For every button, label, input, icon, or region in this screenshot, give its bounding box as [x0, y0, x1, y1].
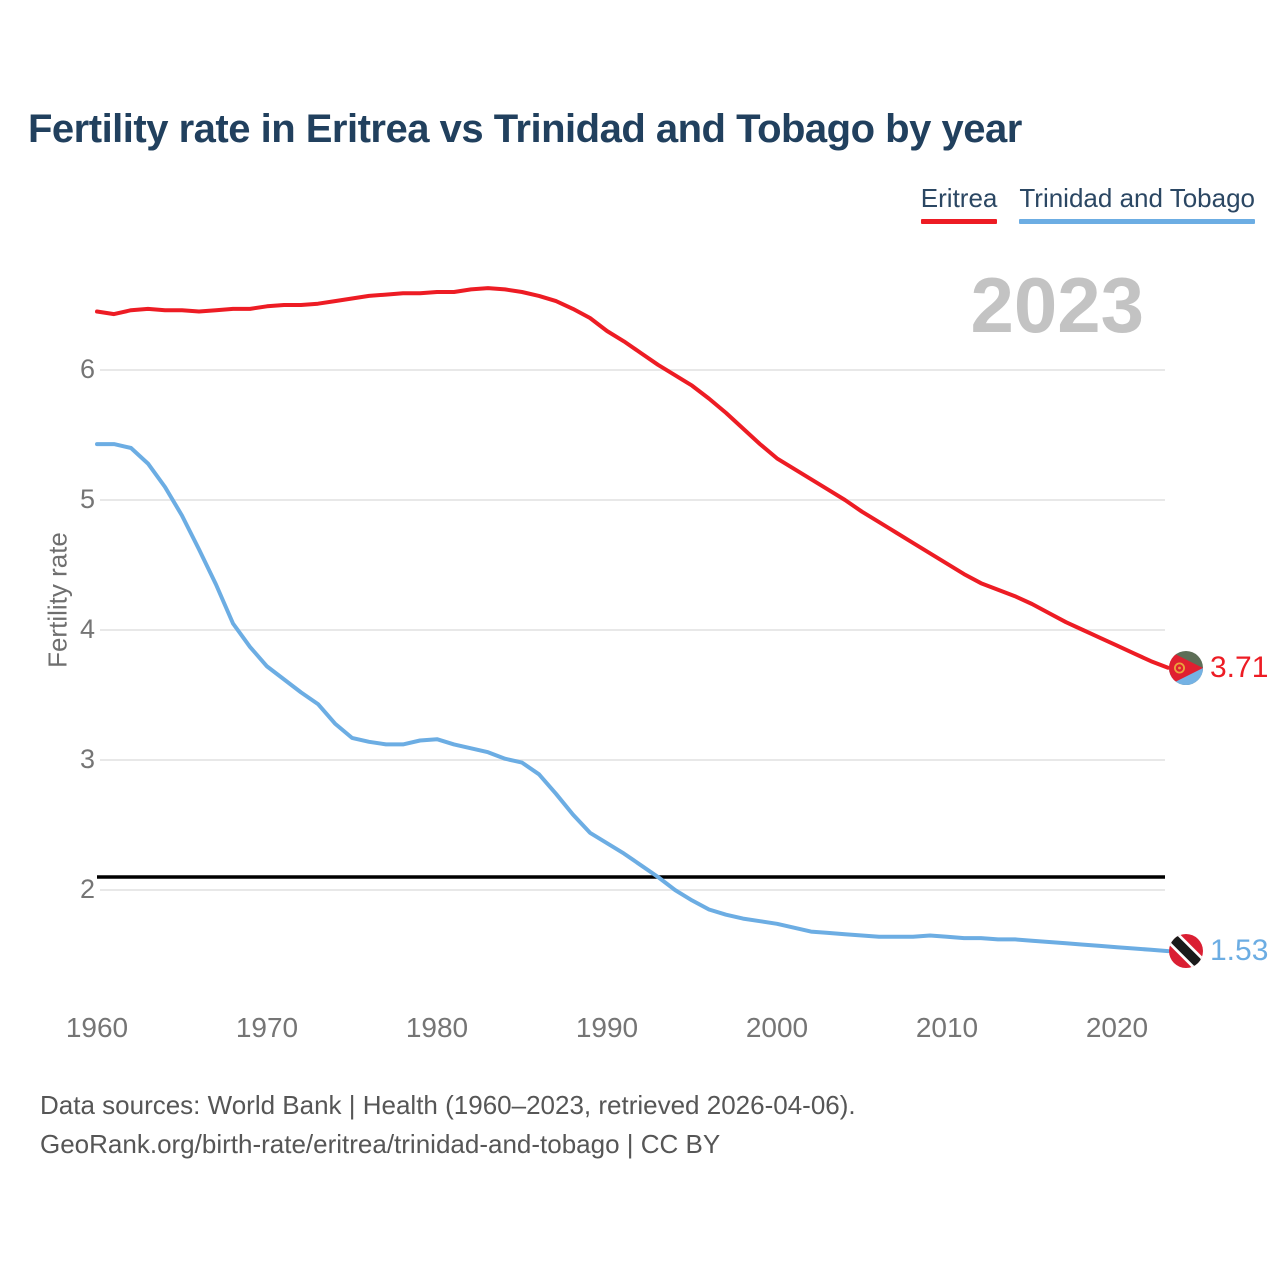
legend-item-trinidad-and-tobago[interactable]: Trinidad and Tobago: [1019, 183, 1255, 224]
end-label-trinidad-and-tobago: 1.53: [1210, 934, 1269, 968]
x-tick-label: 2000: [745, 1012, 809, 1043]
series-line-eritrea: [95, 286, 1170, 670]
series-line-trinidad-and-tobago: [95, 442, 1170, 954]
y-tick-label: 3: [79, 744, 95, 774]
y-tick-label: 2: [79, 874, 95, 904]
y-tick-label: 6: [79, 354, 95, 384]
eritrea-flag-icon: [1169, 650, 1203, 685]
x-tick-label: 2020: [1085, 1012, 1149, 1043]
legend-item-eritrea[interactable]: Eritrea: [920, 183, 998, 224]
chart-title: Fertility rate in Eritrea vs Trinidad an…: [28, 107, 1022, 151]
legend-label-trinidad-and-tobago: Trinidad and Tobago: [1019, 183, 1255, 213]
source-text-line2: GeoRank.org/birth-rate/eritrea/trinidad-…: [40, 1129, 721, 1159]
legend: Eritrea Trinidad and Tobago: [920, 183, 1255, 224]
end-label-eritrea: 3.71: [1210, 650, 1269, 684]
end-marker-trinidad-and-tobago: 1.53: [1169, 934, 1269, 969]
end-marker-eritrea: 3.71: [1169, 650, 1269, 685]
trinidad-and-tobago-flag-icon: [1169, 934, 1203, 969]
source-text: Data sources: World Bank | Health (1960–…: [40, 1086, 856, 1164]
source-text-line1: Data sources: World Bank | Health (1960–…: [40, 1090, 856, 1120]
legend-underline-eritrea: [920, 219, 998, 224]
x-tick-label: 2010: [915, 1012, 979, 1043]
x-tick-label: 1960: [65, 1012, 129, 1043]
y-tick-label: 5: [79, 484, 95, 514]
x-tick-label: 1970: [235, 1012, 299, 1043]
y-tick-label: 4: [79, 614, 95, 644]
legend-label-eritrea: Eritrea: [920, 183, 998, 213]
legend-underline-trinidad-and-tobago: [1019, 219, 1255, 224]
x-tick-label: 1980: [405, 1012, 469, 1043]
watermark-year: 2023: [970, 261, 1144, 349]
x-tick-label: 1990: [575, 1012, 639, 1043]
